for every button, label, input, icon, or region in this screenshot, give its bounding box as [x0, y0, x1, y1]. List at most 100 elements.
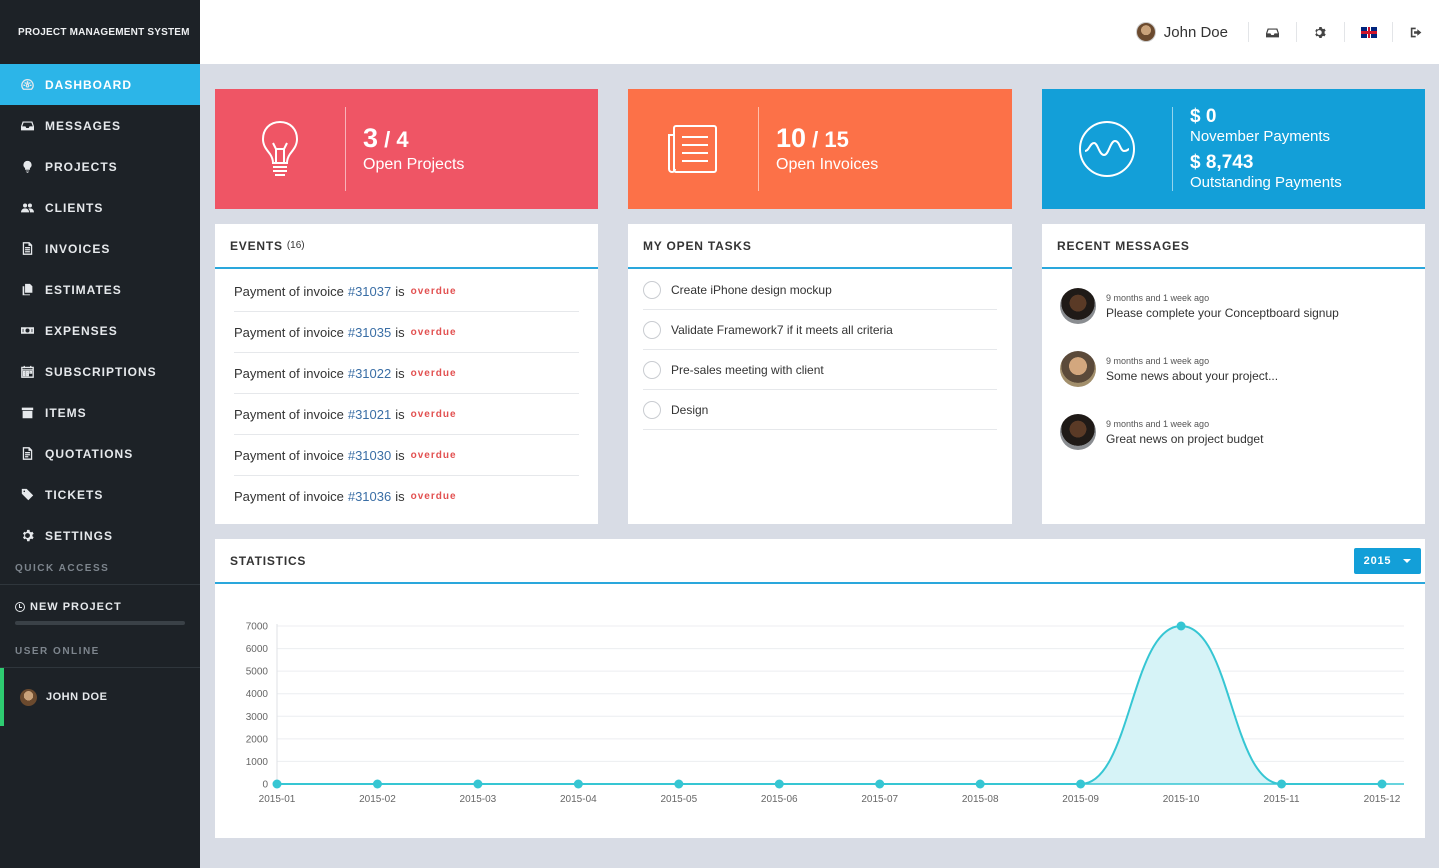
invoice-link[interactable]: #31036 [347, 489, 392, 504]
money-icon [19, 323, 35, 339]
data-point[interactable] [1176, 621, 1186, 631]
y-tick-label: 0 [262, 780, 268, 791]
sidebar-item-clients[interactable]: CLIENTS [0, 187, 200, 228]
logout-icon [1410, 27, 1421, 37]
x-tick-label: 2015-03 [460, 794, 497, 805]
x-tick-label: 2015-01 [259, 794, 296, 805]
data-point[interactable] [1277, 779, 1287, 789]
tasks-panel: MY OPEN TASKS Create iPhone design mocku… [628, 224, 1012, 524]
event-suffix: is [395, 365, 405, 381]
sidebar-item-estimates[interactable]: ESTIMATES [0, 269, 200, 310]
user-name: John Doe [1163, 23, 1228, 41]
data-point[interactable] [473, 779, 483, 789]
lightbulb-icon [19, 159, 35, 175]
list-item: Payment of invoice #31022 is overdue [234, 353, 579, 394]
payments-card[interactable]: $ 0 November Payments $ 8,743 Outstandin… [1042, 89, 1425, 209]
new-project-button[interactable]: NEW PROJECT [0, 585, 200, 629]
sidebar-item-label: SUBSCRIPTIONS [45, 364, 157, 379]
events-header: EVENTS (16) [215, 224, 598, 269]
invoice-link[interactable]: #31030 [347, 447, 392, 463]
year-select[interactable]: 2015 [1354, 548, 1421, 574]
language-button[interactable] [1345, 22, 1393, 42]
outstanding-label: Outstanding Payments [1190, 174, 1342, 191]
logout-button[interactable] [1393, 22, 1439, 42]
y-tick-label: 4000 [246, 689, 269, 700]
sidebar-item-label: CLIENTS [45, 200, 104, 215]
open-invoices-card[interactable]: 10 / 15 Open Invoices [628, 89, 1012, 209]
data-point[interactable] [774, 779, 784, 789]
y-tick-label: 1000 [246, 757, 269, 768]
user-menu[interactable]: John Doe [1135, 22, 1249, 42]
avatar [1060, 287, 1096, 324]
messages-header: RECENT MESSAGES [1042, 224, 1425, 269]
area-chart: 0 1000 2000 3000 4000 5000 6000 7000 2015-01 2015… [246, 621, 1404, 805]
x-tick-label: 2015-09 [1062, 794, 1099, 805]
sidebar-item-messages[interactable]: MESSAGES [0, 105, 200, 146]
app-brand: PROJECT MANAGEMENT SYSTEM [18, 26, 190, 38]
copy-icon [19, 282, 35, 298]
data-point[interactable] [674, 779, 684, 789]
inbox-icon [19, 118, 35, 134]
message-time: 9 months and 1 week ago [1106, 292, 1210, 303]
sidebar-item-quotations[interactable]: QUOTATIONS [0, 433, 200, 474]
list-item[interactable]: 9 months and 1 week ago Some news about y… [1042, 337, 1425, 400]
sidebar-item-label: SETTINGS [45, 528, 114, 543]
online-user[interactable]: JOHN DOE [0, 668, 200, 726]
open-projects-card[interactable]: 3 / 4 Open Projects [215, 89, 598, 209]
sidebar-item-label: MESSAGES [45, 118, 122, 133]
november-amount: $ 0 [1190, 106, 1217, 127]
y-tick-label: 3000 [246, 712, 269, 723]
data-point[interactable] [372, 779, 382, 789]
x-tick-label: 2015-05 [660, 794, 697, 805]
data-point[interactable] [1377, 779, 1387, 789]
task-checkbox[interactable] [643, 320, 661, 339]
x-tick-label: 2015-07 [861, 794, 898, 805]
sidebar-item-label: DASHBOARD [45, 77, 132, 92]
invoice-link[interactable]: #31037 [347, 283, 392, 299]
invoice-link[interactable]: #31021 [347, 406, 392, 422]
sidebar-item-invoices[interactable]: INVOICES [0, 228, 200, 269]
invoice-link[interactable]: #31022 [347, 365, 392, 381]
list-item[interactable]: 9 months and 1 week ago Great news on pro… [1042, 400, 1425, 463]
task-checkbox[interactable] [643, 360, 661, 379]
invoices-count: 10 / 15 [776, 123, 849, 153]
message-time: 9 months and 1 week ago [1106, 355, 1210, 366]
sidebar-item-subscriptions[interactable]: SUBSCRIPTIONS [0, 351, 200, 392]
data-point[interactable] [1076, 779, 1086, 789]
event-text: Payment of invoice [234, 283, 344, 299]
sidebar-item-tickets[interactable]: TICKETS [0, 474, 200, 515]
invoice-link[interactable]: #31035 [347, 324, 392, 340]
statistics-panel: STATISTICS 2015 0 1000 2000 3000 4000 5000 600… [215, 539, 1425, 838]
data-point[interactable] [272, 779, 282, 789]
gear-icon [19, 528, 35, 544]
task-checkbox[interactable] [643, 280, 661, 299]
sidebar-item-label: QUOTATIONS [45, 446, 134, 461]
list-item[interactable]: 9 months and 1 week ago Please complete y… [1042, 274, 1425, 337]
online-user-name: JOHN DOE [46, 691, 108, 703]
sidebar-item-items[interactable]: ITEMS [0, 392, 200, 433]
sidebar-item-projects[interactable]: PROJECTS [0, 146, 200, 187]
sidebar-item-dashboard[interactable]: DASHBOARD [0, 64, 200, 105]
new-project-progress [15, 621, 185, 625]
data-point[interactable] [875, 779, 885, 789]
archive-icon [19, 405, 35, 421]
inbox-button[interactable] [1249, 22, 1297, 42]
y-tick-label: 6000 [246, 644, 269, 655]
series-area [277, 626, 1382, 784]
task-checkbox[interactable] [643, 400, 661, 419]
list-item: Create iPhone design mockup [643, 270, 997, 310]
sidebar-item-settings[interactable]: SETTINGS [0, 515, 200, 556]
message-time: 9 months and 1 week ago [1106, 418, 1210, 429]
x-tick-label: 2015-11 [1264, 794, 1300, 805]
sidebar-item-label: PROJECTS [45, 159, 118, 174]
clock-icon [15, 602, 25, 612]
divider [0, 584, 200, 585]
list-item: Payment of invoice #31035 is overdue [234, 312, 579, 353]
settings-button[interactable] [1297, 22, 1345, 42]
data-point[interactable] [573, 779, 583, 789]
event-text: Payment of invoice [234, 406, 344, 422]
gear-icon [1315, 26, 1326, 38]
data-point[interactable] [975, 779, 985, 789]
sidebar-item-expenses[interactable]: EXPENSES [0, 310, 200, 351]
file-icon [19, 241, 35, 257]
